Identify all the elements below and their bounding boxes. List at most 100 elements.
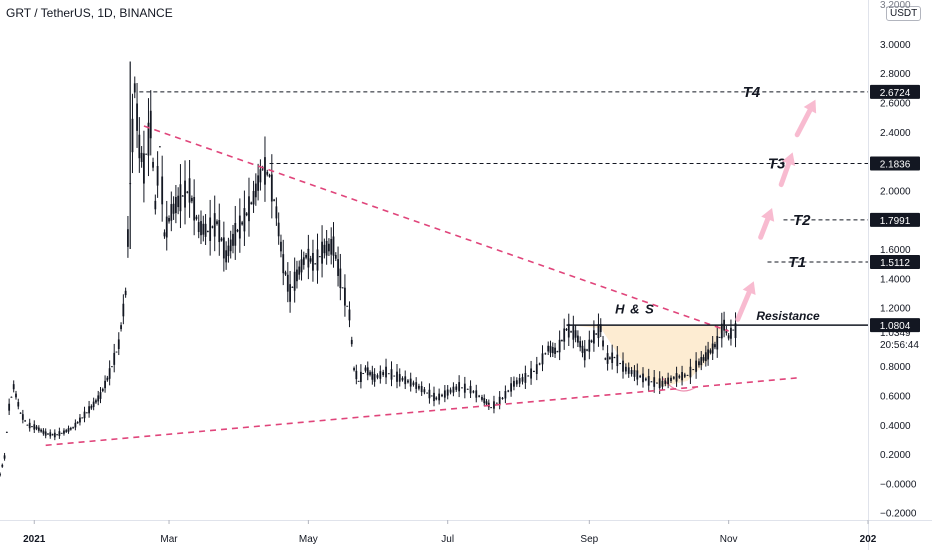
price-candle-body — [273, 199, 276, 201]
price-candle-body — [300, 259, 303, 273]
price-candle-body — [202, 223, 205, 235]
price-candle-body — [561, 340, 563, 342]
x-tick-label: May — [299, 534, 318, 545]
target-level-tag-text: 2.1836 — [880, 160, 911, 171]
price-candle-body — [56, 434, 59, 436]
resistance-label: Resistance — [756, 309, 820, 323]
price-candle-body — [177, 195, 180, 208]
price-candle-body — [547, 345, 550, 352]
price-candle-body — [10, 396, 13, 398]
price-candle-body — [443, 390, 446, 398]
price-candle-body — [170, 204, 173, 221]
price-candle-body — [305, 254, 307, 258]
price-candle-body — [172, 203, 175, 214]
price-candle-body — [76, 422, 79, 424]
price-candle-body — [296, 269, 298, 282]
price-candle-body — [376, 375, 379, 378]
price-candle-body — [350, 339, 353, 345]
price-candle-body — [538, 363, 541, 365]
y-tick-label: 1.2000 — [880, 304, 911, 315]
price-candle-body — [154, 200, 157, 210]
price-candle-body — [558, 339, 561, 353]
projection-arrow-head — [761, 208, 775, 222]
projection-arrow-head — [803, 99, 817, 114]
price-candle-body — [441, 394, 443, 397]
price-candle-body — [232, 233, 234, 246]
price-candle-body — [622, 360, 624, 372]
price-candle-body — [17, 402, 20, 407]
target-level-tag — [870, 156, 920, 171]
upper-trendline — [143, 125, 729, 332]
price-candle-body — [672, 377, 675, 379]
price-candle-body — [188, 178, 191, 203]
price-candle-body — [74, 422, 77, 428]
price-candle-body — [475, 390, 478, 398]
price-candle-body — [181, 195, 184, 197]
price-candle-body — [461, 387, 463, 389]
price-candle-body — [63, 430, 65, 434]
price-candle-body — [579, 341, 582, 348]
price-candle-body — [53, 432, 56, 438]
x-tick-label: Mar — [160, 534, 178, 545]
price-candle-body — [608, 357, 611, 359]
price-candle-body — [513, 380, 515, 387]
price-candle-body — [85, 412, 88, 414]
price-candle-body — [533, 371, 535, 373]
price-candle-body — [275, 206, 278, 219]
price-candle-body — [599, 324, 602, 333]
price-candle-body — [92, 401, 95, 407]
price-candle-body — [501, 397, 504, 399]
price-candle-body — [510, 383, 512, 392]
price-candle-body — [567, 323, 570, 338]
price-candle-body — [37, 427, 40, 431]
price-candle-body — [245, 213, 248, 216]
price-candle-body — [72, 427, 74, 429]
price-candle-body — [348, 309, 351, 321]
symbol-title: GRT / TetherUS, 1D, BINANCE — [6, 6, 173, 20]
price-candle-body — [257, 175, 260, 191]
price-candle-body — [493, 401, 495, 409]
price-candle-body — [83, 411, 86, 419]
price-candle-body — [366, 367, 369, 376]
price-candle-body — [650, 381, 653, 383]
price-candle-body — [277, 222, 280, 237]
price-candle-body — [298, 266, 301, 275]
price-candle-body — [597, 324, 600, 339]
price-candle-body — [704, 352, 707, 362]
projection-arrow-shaft — [794, 104, 815, 138]
price-candle-body — [686, 374, 689, 376]
price-candle-body — [60, 432, 63, 434]
price-candle-body — [149, 110, 152, 139]
price-candle-body — [213, 213, 216, 237]
price-candle-body — [163, 232, 166, 237]
target-level-tag — [870, 255, 920, 270]
price-candle-body — [393, 375, 396, 377]
price-candle-body — [161, 176, 164, 205]
price-candle-body — [227, 245, 230, 257]
resistance-tag-text: 1.0804 — [880, 321, 911, 332]
currency-badge[interactable]: USDT — [886, 6, 922, 21]
price-candle-body — [31, 426, 33, 428]
price-candle-body — [636, 370, 639, 380]
price-candle-body — [656, 382, 658, 384]
price-candle-body — [341, 287, 344, 289]
price-candle-body — [527, 375, 530, 377]
price-candle-body — [67, 428, 70, 432]
price-candle-body — [307, 248, 310, 268]
price-candle-body — [206, 231, 209, 233]
price-candle-body — [95, 400, 97, 403]
price-candle-body — [619, 363, 622, 365]
pattern-fill — [566, 325, 725, 387]
price-candle-body — [369, 372, 371, 375]
target-label: T4 — [743, 84, 761, 101]
price-candle-body — [284, 272, 287, 275]
price-candle-body — [190, 197, 193, 202]
price-candle-body — [483, 398, 486, 404]
price-candle-body — [111, 366, 113, 368]
price-candle-body — [35, 426, 38, 429]
price-candle-body — [590, 340, 593, 342]
price-candle-body — [222, 237, 225, 259]
price-candle-body — [371, 371, 374, 380]
price-candle-body — [357, 380, 360, 382]
